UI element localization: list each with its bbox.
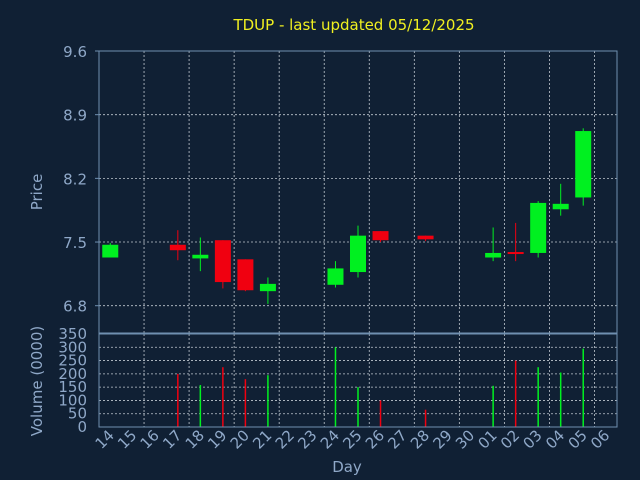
- price-tick-labels: 6.8 7.5 8.2 8.9 9.6: [63, 43, 87, 316]
- candle-body: [485, 252, 502, 258]
- candle-body: [237, 259, 254, 291]
- volume-bar: [267, 375, 269, 427]
- candle: [327, 261, 344, 288]
- candle-body: [372, 231, 389, 241]
- chart-title: TDUP - last updated 05/12/2025: [232, 16, 474, 34]
- candle-body: [169, 244, 186, 251]
- price-candles: [102, 128, 592, 304]
- candle-body: [417, 235, 434, 240]
- candle: [575, 128, 592, 206]
- candle-body: [214, 240, 231, 283]
- candle-body: [530, 202, 547, 253]
- volume-bar: [199, 385, 202, 427]
- volume-bar: [537, 367, 539, 427]
- candle-body: [192, 254, 209, 259]
- price-panel-frame: [98, 50, 618, 334]
- candle: [214, 240, 231, 289]
- price-tick-label: 8.2: [63, 170, 87, 188]
- candle-body: [102, 244, 119, 258]
- volume-tick-label: 150: [58, 378, 87, 396]
- volume-tick-label: 250: [58, 352, 87, 370]
- price-tick-label: 9.6: [63, 43, 87, 61]
- candle: [485, 227, 502, 262]
- candle: [237, 259, 254, 292]
- volume-tick-label: 100: [58, 391, 87, 409]
- candle: [552, 183, 569, 216]
- volume-bar: [357, 387, 359, 427]
- volume-bar: [514, 360, 517, 427]
- candle: [372, 231, 389, 243]
- volume-tick-label: 200: [58, 365, 87, 383]
- candle: [417, 235, 434, 242]
- candle: [169, 230, 186, 261]
- price-tick-label: 8.9: [63, 107, 87, 125]
- volume-bar: [177, 373, 179, 427]
- price-axis-label: Price: [28, 174, 46, 211]
- volume-tick-label: 50: [68, 405, 87, 423]
- volume-bar: [424, 409, 427, 427]
- candle-body: [350, 235, 366, 273]
- volume-tick-label: 350: [58, 325, 87, 343]
- day-axis-label: Day: [332, 458, 362, 476]
- candle: [259, 277, 276, 304]
- candle: [192, 237, 209, 272]
- volume-panel-frame: [98, 333, 618, 428]
- volume-tick-label: 300: [58, 338, 87, 356]
- volume-bars: [177, 347, 584, 427]
- price-grid: [95, 50, 617, 333]
- price-tick-label: 6.8: [63, 298, 87, 316]
- volume-bar: [334, 347, 337, 427]
- candle: [507, 222, 524, 262]
- candle-body: [327, 268, 344, 285]
- candle: [530, 201, 547, 258]
- candle-body: [552, 203, 569, 210]
- candle: [102, 242, 119, 258]
- volume-bar: [492, 385, 494, 427]
- volume-grid: [99, 333, 617, 428]
- volume-bar: [244, 379, 247, 427]
- candle-body: [575, 131, 592, 198]
- price-tick-label: 7.5: [63, 234, 87, 252]
- volume-bar: [379, 400, 382, 427]
- volume-bar: [559, 372, 562, 427]
- candle-body: [259, 283, 276, 292]
- volume-bar: [582, 348, 584, 427]
- day-tick-labels: 1415161718192021222324252627282930010203…: [92, 426, 614, 452]
- volume-tick-label: 0: [77, 418, 87, 436]
- volume-axis-label: Volume (0000): [28, 326, 46, 436]
- candle-body: [507, 252, 524, 255]
- candle: [350, 225, 366, 278]
- volume-bar: [222, 367, 224, 427]
